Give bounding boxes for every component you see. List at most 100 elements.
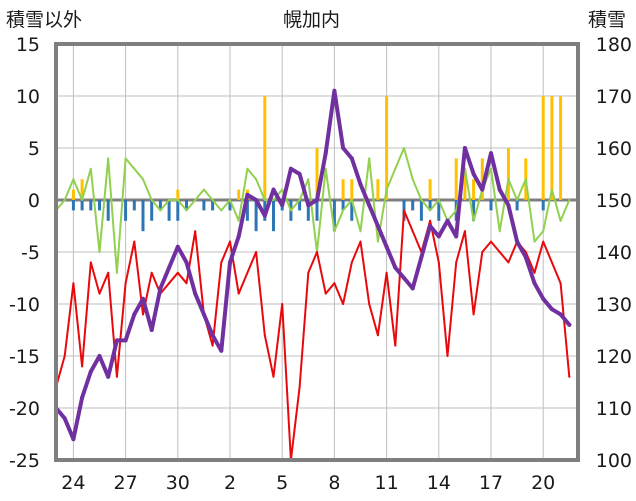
temperature-point	[568, 375, 571, 378]
plot-frame	[54, 42, 580, 462]
humidity-like-point	[507, 178, 510, 181]
snow-depth-point	[489, 151, 493, 156]
humidity-like-point	[202, 188, 205, 191]
sunshine-bar	[541, 200, 545, 211]
precipitation-bar	[428, 179, 432, 200]
humidity-like-point	[472, 219, 475, 222]
snow-depth-point	[558, 312, 563, 317]
snow-depth-point	[62, 416, 67, 421]
x-tick-label: 20	[531, 472, 555, 494]
left-tick-label: -20	[9, 398, 40, 420]
humidity-like-point	[411, 178, 414, 181]
humidity-like-point	[533, 240, 536, 243]
temperature-point	[490, 240, 492, 243]
sunshine-bar	[350, 200, 354, 221]
snow-depth-point	[515, 239, 520, 244]
humidity-like-point	[559, 219, 562, 222]
sunshine-bar	[80, 200, 84, 211]
snow-depth-point	[541, 296, 546, 301]
snow-depth-point	[332, 88, 337, 93]
temperature-point	[324, 292, 327, 295]
precipitation-bar	[237, 189, 241, 200]
temperature-point	[63, 355, 66, 357]
sunshine-bar	[332, 200, 336, 232]
humidity-like-point	[498, 230, 501, 233]
humidity-like-point	[237, 219, 240, 222]
precipitation-bar	[341, 179, 345, 200]
temperature-point	[229, 240, 231, 243]
snow-depth-point	[419, 255, 424, 260]
temperature-point	[246, 271, 249, 274]
snow-depth-point	[97, 354, 102, 358]
sunshine-bar	[132, 200, 136, 211]
temperature-point	[107, 271, 110, 274]
humidity-like-point	[272, 199, 275, 201]
humidity-like-point	[255, 178, 258, 181]
humidity-like-point	[220, 209, 223, 212]
sunshine-bar	[202, 200, 206, 211]
humidity-like-point	[342, 209, 345, 212]
precipitation-bar	[506, 148, 510, 200]
sunshine-bar	[124, 200, 128, 221]
left-tick-label: -25	[9, 450, 40, 472]
x-tick-label: 14	[427, 472, 451, 494]
snow-depth-point	[280, 203, 285, 208]
right-tick-label: 100	[596, 450, 632, 472]
right-tick-label: 180	[596, 34, 632, 56]
snow-depth-point	[506, 203, 511, 208]
humidity-like-point	[229, 199, 231, 201]
humidity-like-point	[115, 271, 118, 274]
right-tick-label: 150	[596, 190, 632, 212]
snow-depth-point	[410, 286, 415, 291]
humidity-like-point	[185, 209, 188, 212]
precipitation-bar	[376, 179, 380, 200]
temperature-point	[342, 303, 345, 305]
temperature-point	[124, 282, 127, 285]
humidity-like-point	[385, 188, 388, 191]
humidity-like-point	[176, 199, 179, 201]
left-tick-label: -10	[9, 294, 40, 316]
left-tick-label: 0	[28, 190, 40, 212]
snow-depth-point	[315, 198, 319, 202]
temperature-point	[455, 261, 458, 264]
temperature-line	[55, 209, 571, 461]
humidity-like-point	[246, 167, 249, 170]
humidity-like-point	[368, 157, 371, 160]
temperature-point	[403, 209, 405, 212]
sunshine-bar	[141, 200, 145, 232]
humidity-like-point	[89, 167, 92, 170]
left-tick-label: 10	[16, 86, 40, 108]
humidity-like-point	[394, 167, 397, 170]
humidity-like-point	[550, 188, 553, 191]
temperature-point	[481, 251, 484, 253]
temperature-point	[507, 261, 510, 264]
sunshine-bar	[437, 200, 441, 221]
snow-depth-point	[80, 395, 85, 400]
precipitation-bar	[480, 158, 484, 200]
snow-depth-point	[167, 265, 172, 270]
x-tick-label: 2	[224, 472, 236, 494]
sunshine-bar	[71, 200, 75, 211]
sunshine-bar	[298, 200, 302, 211]
snow-depth-point	[288, 166, 293, 171]
humidity-like-point	[168, 199, 171, 201]
temperature-point	[185, 282, 188, 285]
humidity-like-point	[298, 199, 301, 201]
humidity-like-point	[307, 178, 310, 181]
temperature-point	[316, 251, 318, 253]
humidity-like-point	[490, 167, 492, 170]
temperature-point	[133, 240, 136, 243]
temperature-point	[368, 303, 371, 305]
humidity-like-point	[289, 209, 292, 212]
temperature-point	[211, 344, 214, 347]
precipitation-bar	[550, 96, 554, 200]
precipitation-bar	[472, 179, 476, 200]
snow-depth-point	[358, 182, 363, 187]
humidity-like-point	[124, 157, 127, 160]
sunshine-bar	[254, 200, 258, 232]
snow-depth-point	[367, 203, 372, 208]
snow-depth-point	[114, 338, 119, 343]
snow-depth-point	[219, 348, 224, 353]
snow-depth-point	[184, 260, 189, 265]
